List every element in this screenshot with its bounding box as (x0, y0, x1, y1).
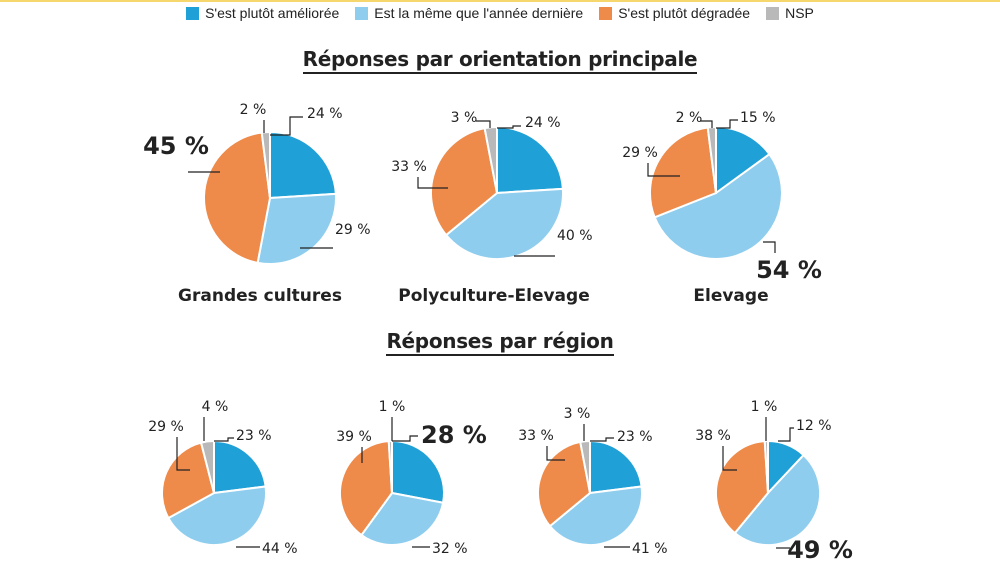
legend: S'est plutôt améliorée Est la même que l… (0, 5, 1000, 21)
pie-7-slice-same (733, 453, 822, 547)
top-rule (0, 0, 1000, 2)
legend-swatch-improved (186, 6, 200, 20)
pie-1-title: Grandes cultures (178, 286, 342, 306)
legend-label-improved: S'est plutôt améliorée (205, 5, 340, 21)
legend-item-degraded: S'est plutôt dégradée (599, 5, 750, 21)
pie-4-slice-degraded (161, 441, 216, 520)
pie-chart-7: 12 % 49 % 38 % 1 % (695, 399, 853, 561)
pie-1-label-improved: 24 % (307, 106, 343, 122)
pie-4-label-same: 44 % (262, 541, 298, 557)
pie-6-slice-same (548, 485, 643, 547)
pie-1-label-nsp: 2 % (240, 102, 267, 118)
pie-3-leader-same (763, 241, 776, 253)
pie-6-label-improved: 23 % (617, 429, 653, 445)
pie-chart-4: 23 % 44 % 29 % 4 % (148, 399, 297, 557)
pie-5-label-same: 32 % (432, 541, 468, 557)
pie-2-label-same: 40 % (557, 228, 593, 244)
pie-3-slice-improved (715, 125, 771, 195)
section-title-region-text: Réponses par région (386, 329, 614, 356)
legend-label-same: Est la même que l'année dernière (374, 5, 584, 21)
legend-item-nsp: NSP (766, 5, 814, 21)
pie-5-slice-same (360, 491, 445, 546)
pie-4-leader-improved (214, 437, 234, 442)
pie-1-slice-degraded (203, 131, 272, 265)
legend-swatch-degraded (599, 6, 613, 20)
pie-6-leader-degraded (546, 446, 565, 461)
pie-2-slice-improved (496, 125, 564, 195)
pie-6-label-degraded: 33 % (518, 428, 554, 444)
section-title-orientation-text: Réponses par orientation principale (302, 47, 698, 74)
pie-2-slice-same (444, 187, 564, 260)
legend-item-improved: S'est plutôt améliorée (186, 5, 339, 21)
pie-5-slice-degraded (339, 440, 394, 537)
pie-4-slice-same (167, 485, 267, 546)
pie-4-label-improved: 23 % (236, 428, 272, 444)
legend-swatch-same (355, 6, 369, 20)
pie-7-leader-degraded (722, 446, 737, 471)
pie-6-leader-improved (590, 437, 614, 442)
pie-1-slice-improved (269, 130, 337, 200)
section-title-orientation: Réponses par orientation principale (0, 47, 1000, 74)
pie-7-label-nsp: 1 % (751, 399, 778, 415)
pie-7-label-same: 49 % (787, 536, 853, 561)
pie-5-slice-improved (391, 439, 445, 504)
pie-3-leader-nsp (700, 120, 713, 128)
pie-6-slice-nsp (579, 439, 591, 494)
pie-4-slice-nsp (199, 439, 215, 494)
pie-2-leader-degraded (417, 177, 448, 189)
pie-5-label-degraded: 39 % (336, 429, 372, 445)
pie-2-title: Polyculture-Elevage (398, 286, 589, 306)
pie-2-slice-degraded (430, 126, 499, 237)
pie-1-label-same: 29 % (335, 222, 371, 238)
pie-4-label-nsp: 4 % (202, 399, 229, 415)
legend-label-nsp: NSP (785, 5, 814, 21)
pie-chart-5: 28 % 32 % 39 % 1 % (336, 399, 487, 557)
pie-chart-1: 24 % 29 % 45 % 2 % Grandes cultures (143, 102, 370, 306)
section-title-region: Réponses par région (0, 329, 1000, 356)
pie-3-label-improved: 15 % (740, 110, 776, 126)
pie-7-slice-nsp (763, 439, 769, 494)
pie-chart-6: 23 % 41 % 33 % 3 % (518, 406, 667, 557)
pie-3-leader-degraded (647, 163, 680, 177)
pie-2-slice-nsp (483, 125, 498, 194)
pie-4-leader-degraded (176, 437, 190, 471)
pie-6-label-same: 41 % (632, 541, 668, 557)
pie-chart-3: 15 % 54 % 29 % 2 % Elevage (622, 110, 822, 306)
legend-swatch-nsp (766, 6, 780, 20)
legend-label-degraded: S'est plutôt dégradée (618, 5, 751, 21)
pie-3-label-same: 54 % (756, 256, 822, 284)
legend-item-same: Est la même que l'année dernière (355, 5, 583, 21)
pie-4-slice-improved (213, 439, 267, 495)
pie-4-label-degraded: 29 % (148, 419, 184, 435)
pie-3-leader-improved (716, 119, 738, 129)
pie-2-leader-nsp (476, 120, 491, 128)
pie-3-slice-same (653, 152, 783, 260)
pie-2-label-degraded: 33 % (391, 159, 427, 175)
pie-1-slice-nsp (260, 130, 271, 199)
pie-2-leader-improved (497, 125, 521, 129)
pie-6-slice-improved (589, 439, 643, 495)
pie-2-label-nsp: 3 % (451, 110, 478, 126)
pie-6-slice-degraded (536, 440, 592, 528)
pie-3-slice-degraded (649, 126, 718, 219)
pie-5-label-nsp: 1 % (379, 399, 406, 415)
pie-3-label-nsp: 2 % (676, 110, 703, 126)
pie-2-label-improved: 24 % (525, 115, 561, 131)
pie-7-slice-degraded (715, 440, 770, 535)
pie-1-leader-improved (270, 116, 303, 136)
pie-7-label-degraded: 38 % (695, 428, 731, 444)
pie-7-label-improved: 12 % (796, 418, 832, 434)
pie-5-label-improved: 28 % (421, 421, 487, 449)
pie-5-leader-improved (392, 435, 418, 442)
pie-3-label-degraded: 29 % (622, 145, 658, 161)
pie-chart-2: 24 % 40 % 33 % 3 % Polyculture-Elevage (391, 110, 592, 306)
pie-6-label-nsp: 3 % (564, 406, 591, 422)
pie-7-leader-improved (778, 427, 794, 442)
pie-1-label-degraded: 45 % (143, 132, 209, 160)
pie-3-title: Elevage (693, 286, 768, 306)
